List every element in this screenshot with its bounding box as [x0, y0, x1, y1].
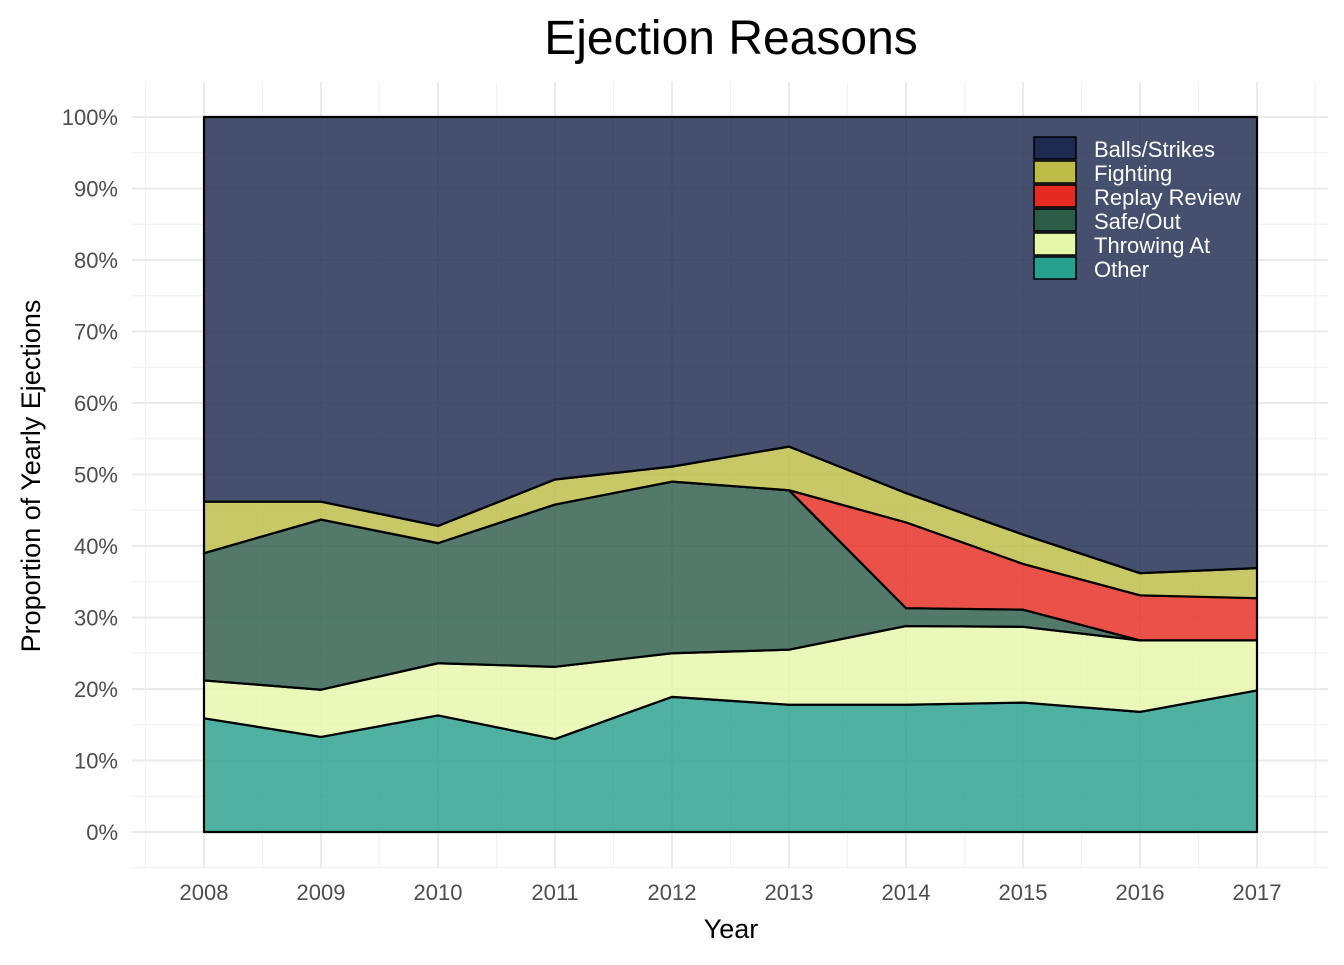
x-tick-label: 2010: [414, 880, 463, 905]
area-layer: [202, 115, 1259, 834]
y-tick-label: 90%: [74, 177, 118, 202]
x-tick-label: 2009: [297, 880, 346, 905]
y-tick-label: 80%: [74, 248, 118, 273]
x-tick-label: 2012: [648, 880, 697, 905]
y-tick-label: 0%: [86, 820, 118, 845]
y-tick-label: 50%: [74, 463, 118, 488]
legend-label-other: Other: [1094, 257, 1149, 282]
tick-layer: 0% 10% 20% 30% 40% 50% 60% 70% 80% 90% 100% 2008 200…: [62, 105, 1282, 905]
legend-key-balls-strikes: [1033, 136, 1077, 160]
area-balls-strikes: [202, 115, 1259, 575]
y-tick-label: 70%: [74, 320, 118, 345]
legend-key-safe-out: [1033, 208, 1077, 232]
x-tick-label: 2011: [531, 880, 578, 905]
legend-key-throwing-at: [1033, 232, 1077, 256]
x-tick-label: 2016: [1116, 880, 1165, 905]
y-axis-title: Proportion of Yearly Ejections: [16, 300, 46, 653]
y-tick-label: 100%: [62, 105, 118, 130]
x-tick-label: 2015: [999, 880, 1048, 905]
y-tick-label: 60%: [74, 391, 118, 416]
legend-key-replay-review: [1033, 184, 1077, 208]
x-tick-label: 2013: [765, 880, 814, 905]
x-tick-label: 2017: [1233, 880, 1282, 905]
y-tick-label: 40%: [74, 534, 118, 559]
legend-key-other: [1033, 256, 1077, 280]
legend-label-safe-out: Safe/Out: [1094, 209, 1181, 234]
x-tick-label: 2008: [180, 880, 229, 905]
y-tick-label: 30%: [74, 606, 118, 631]
y-tick-label: 10%: [74, 749, 118, 774]
legend-key-fighting: [1033, 160, 1077, 184]
legend-label-throwing-at: Throwing At: [1094, 233, 1210, 258]
chart-title: Ejection Reasons: [544, 12, 918, 65]
legend-label-balls-strikes: Balls/Strikes: [1094, 137, 1215, 162]
y-tick-label: 20%: [74, 677, 118, 702]
x-axis-title: Year: [704, 914, 759, 944]
x-tick-label: 2014: [882, 880, 931, 905]
legend-label-fighting: Fighting: [1094, 161, 1172, 186]
legend-label-replay-review: Replay Review: [1094, 185, 1241, 210]
